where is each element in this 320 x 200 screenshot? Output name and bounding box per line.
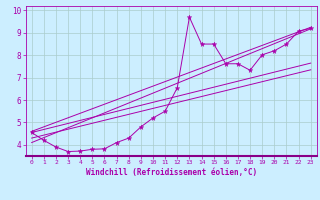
X-axis label: Windchill (Refroidissement éolien,°C): Windchill (Refroidissement éolien,°C)	[86, 168, 257, 177]
